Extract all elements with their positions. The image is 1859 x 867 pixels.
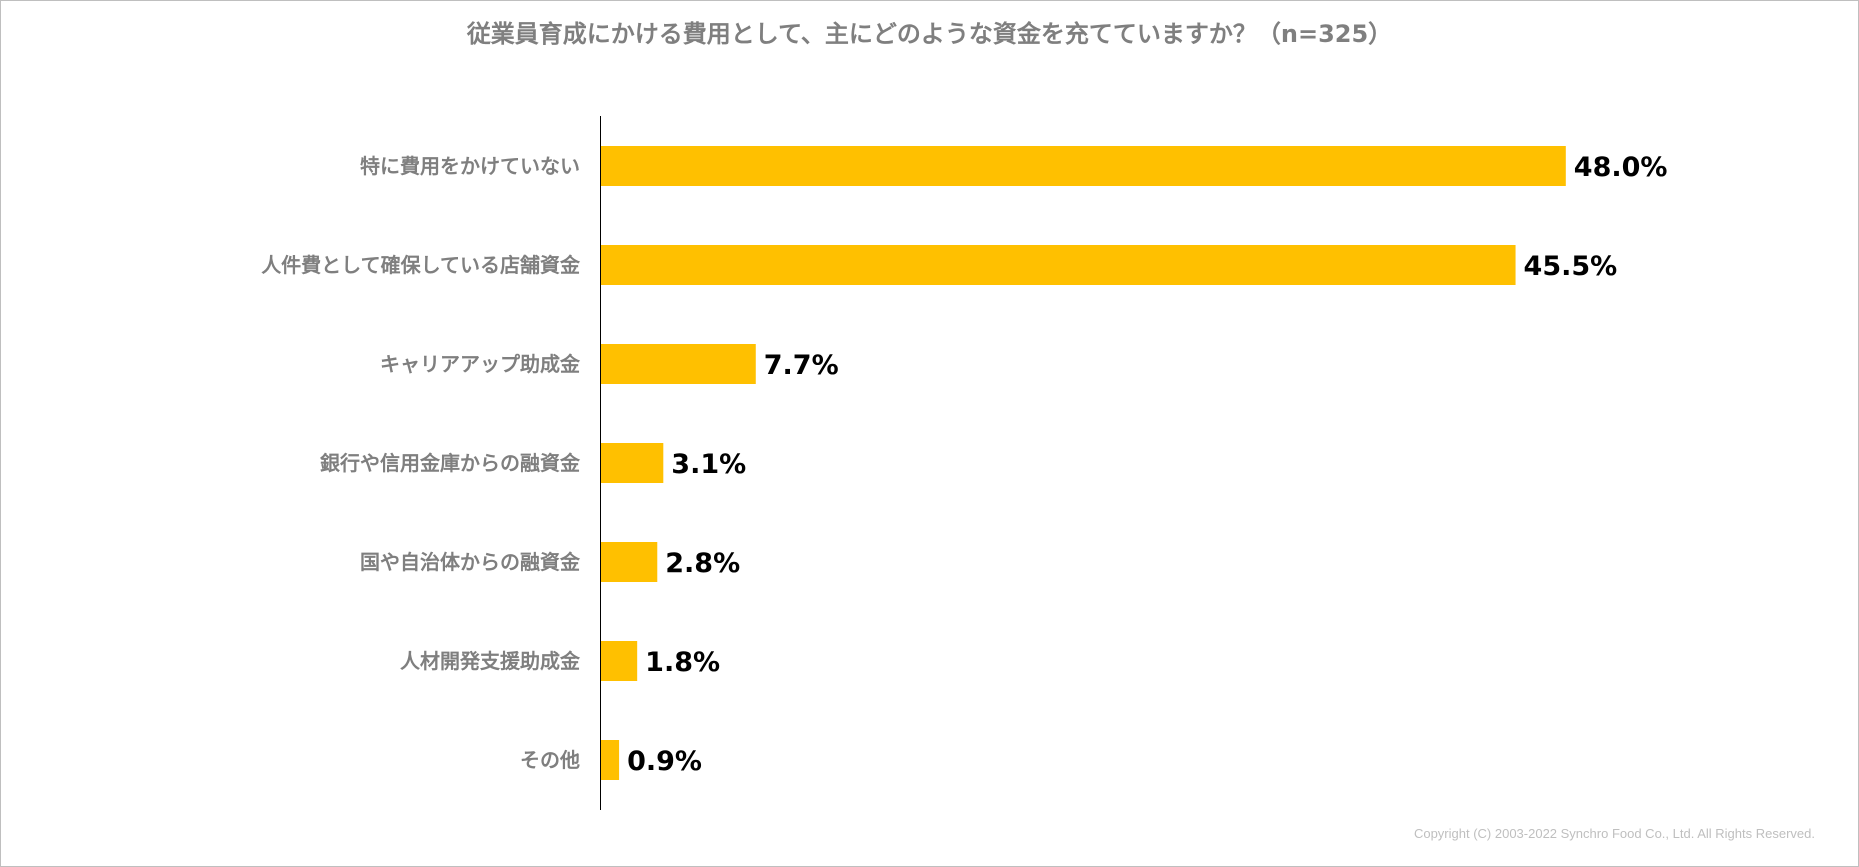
bar: [601, 344, 756, 384]
category-label: その他: [520, 748, 580, 772]
category-label: 人材開発支援助成金: [400, 649, 581, 673]
bar: [601, 443, 664, 483]
bars-group: 特に費用をかけていない 48.0% 人件費として確保している店舗資金 45.5% キャリ…: [261, 146, 1667, 780]
value-label: 7.7%: [764, 350, 839, 381]
value-label: 3.1%: [671, 449, 746, 480]
chart-title: 従業員育成にかける費用として、主にどのような資金を充てていますか？（n=325）: [466, 20, 1393, 48]
category-label: 特に費用をかけていない: [360, 154, 580, 178]
category-label: キャリアアップ助成金: [380, 352, 581, 376]
bar: [601, 641, 638, 681]
category-label: 人件費として確保している店舗資金: [261, 253, 581, 277]
bar: [601, 740, 620, 780]
value-label: 0.9%: [627, 746, 702, 777]
value-label: 48.0%: [1574, 152, 1668, 183]
category-label: 国や自治体からの融資金: [360, 550, 581, 574]
value-label: 1.8%: [645, 647, 720, 678]
copyright-text: Copyright (C) 2003-2022 Synchro Food Co.…: [1413, 826, 1815, 841]
bar: [601, 245, 1516, 285]
value-label: 45.5%: [1524, 251, 1618, 282]
category-label: 銀行や信用金庫からの融資金: [320, 451, 581, 475]
bar: [601, 146, 1566, 186]
value-label: 2.8%: [665, 548, 740, 579]
bar: [601, 542, 658, 582]
